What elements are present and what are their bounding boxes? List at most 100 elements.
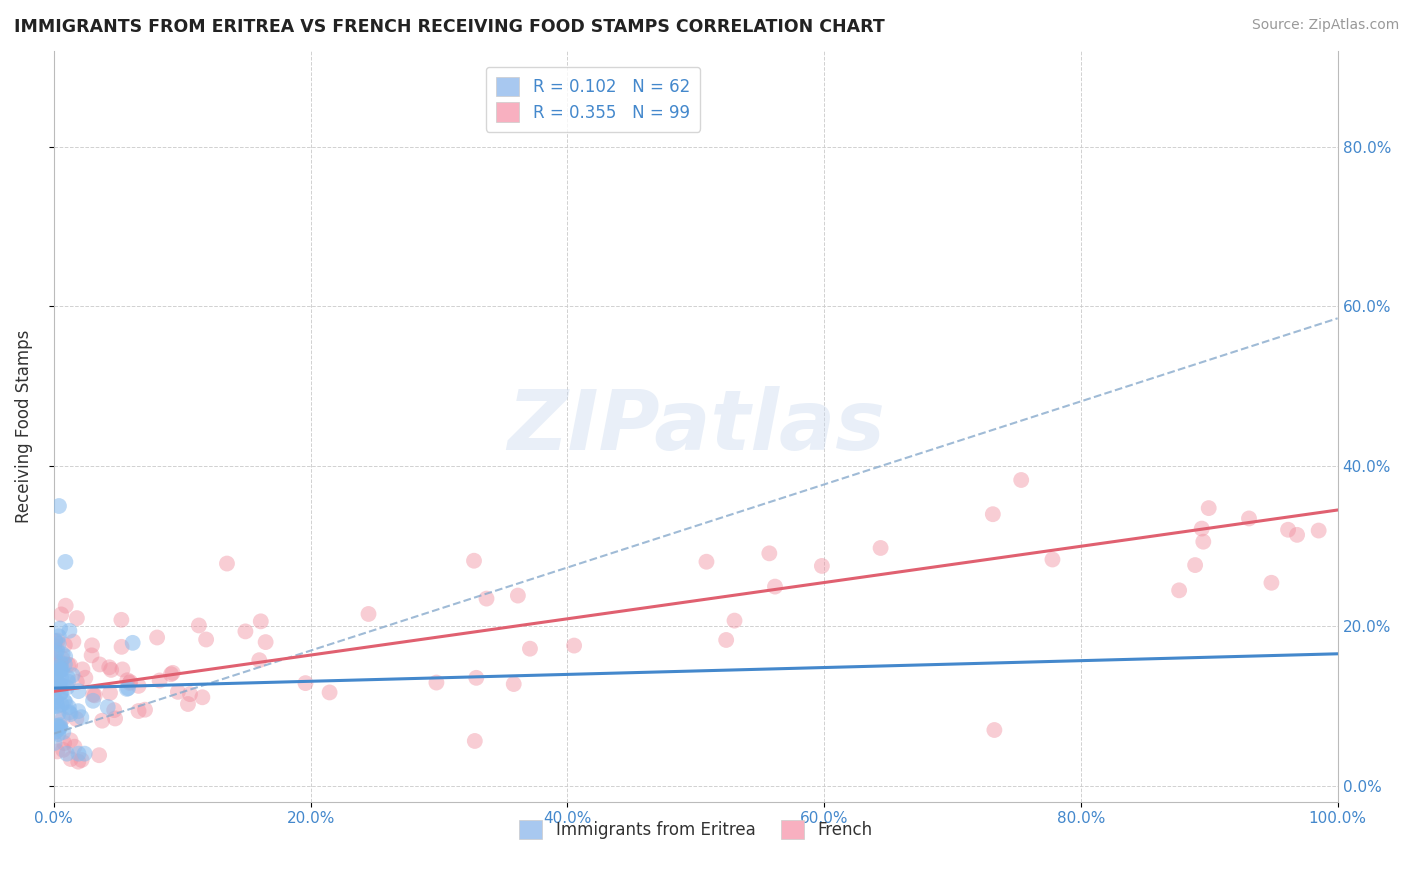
Point xyxy=(83,689,105,703)
Point xyxy=(89,657,111,672)
Point xyxy=(51,607,73,622)
Point xyxy=(167,685,190,699)
Point xyxy=(111,662,134,676)
Point xyxy=(187,618,209,632)
Point xyxy=(56,681,79,695)
Point xyxy=(80,638,103,652)
Point xyxy=(117,681,139,695)
Point xyxy=(48,722,70,736)
Point xyxy=(59,658,82,673)
Point xyxy=(45,724,67,739)
Point xyxy=(502,677,524,691)
Point xyxy=(506,589,529,603)
Point xyxy=(463,554,485,568)
Point xyxy=(51,651,73,665)
Y-axis label: Receiving Food Stamps: Receiving Food Stamps xyxy=(15,329,32,523)
Point xyxy=(91,714,114,728)
Point xyxy=(53,638,76,652)
Point xyxy=(49,686,72,700)
Point xyxy=(46,676,69,690)
Point xyxy=(48,706,70,721)
Point xyxy=(48,720,70,734)
Point xyxy=(62,668,84,682)
Point xyxy=(247,653,270,667)
Point xyxy=(177,697,200,711)
Point xyxy=(48,681,70,695)
Point xyxy=(87,748,110,763)
Point xyxy=(120,675,142,690)
Point xyxy=(49,657,72,671)
Point xyxy=(44,633,66,648)
Point xyxy=(49,686,72,700)
Point xyxy=(215,557,238,571)
Point xyxy=(763,580,786,594)
Point xyxy=(52,711,75,725)
Point xyxy=(249,615,271,629)
Point xyxy=(65,712,87,726)
Point xyxy=(46,643,69,657)
Point xyxy=(53,657,76,672)
Point xyxy=(73,747,96,761)
Point xyxy=(56,747,79,761)
Point xyxy=(45,661,67,675)
Point xyxy=(869,541,891,555)
Point xyxy=(46,633,69,648)
Point xyxy=(46,744,69,758)
Text: IMMIGRANTS FROM ERITREA VS FRENCH RECEIVING FOOD STAMPS CORRELATION CHART: IMMIGRANTS FROM ERITREA VS FRENCH RECEIV… xyxy=(14,18,884,36)
Point xyxy=(44,639,66,653)
Point xyxy=(48,499,70,513)
Point xyxy=(1277,523,1299,537)
Point xyxy=(110,640,132,654)
Point xyxy=(103,703,125,717)
Point xyxy=(294,676,316,690)
Point xyxy=(723,614,745,628)
Point xyxy=(1184,558,1206,572)
Point xyxy=(49,677,72,691)
Point xyxy=(55,695,77,709)
Point xyxy=(63,739,86,754)
Point xyxy=(82,694,104,708)
Point xyxy=(1308,524,1330,538)
Point xyxy=(53,736,76,750)
Point xyxy=(66,611,89,625)
Point xyxy=(49,720,72,734)
Point xyxy=(475,591,498,606)
Point xyxy=(51,698,73,712)
Text: ZIPatlas: ZIPatlas xyxy=(506,385,884,467)
Point xyxy=(67,704,90,718)
Point xyxy=(48,637,70,651)
Point xyxy=(98,660,121,674)
Point xyxy=(1192,534,1215,549)
Point xyxy=(45,646,67,660)
Point xyxy=(981,507,1004,521)
Point xyxy=(75,671,97,685)
Point xyxy=(67,684,90,698)
Point xyxy=(49,622,72,636)
Point xyxy=(46,727,69,741)
Point xyxy=(44,644,66,658)
Point xyxy=(118,676,141,690)
Point xyxy=(1260,575,1282,590)
Text: Source: ZipAtlas.com: Source: ZipAtlas.com xyxy=(1251,18,1399,32)
Point xyxy=(1237,511,1260,525)
Point xyxy=(49,655,72,669)
Point xyxy=(62,634,84,648)
Point xyxy=(45,681,67,696)
Point xyxy=(82,688,104,702)
Point xyxy=(49,664,72,678)
Point xyxy=(80,648,103,663)
Point xyxy=(52,743,75,757)
Point xyxy=(714,632,737,647)
Point xyxy=(44,634,66,648)
Point xyxy=(146,631,169,645)
Point xyxy=(51,678,73,692)
Point xyxy=(58,706,80,720)
Point xyxy=(44,676,66,690)
Point xyxy=(1198,501,1220,516)
Point xyxy=(195,632,218,647)
Point xyxy=(1042,552,1064,566)
Point xyxy=(56,674,79,689)
Point xyxy=(58,624,80,638)
Point xyxy=(53,649,76,664)
Legend: Immigrants from Eritrea, French: Immigrants from Eritrea, French xyxy=(512,814,879,846)
